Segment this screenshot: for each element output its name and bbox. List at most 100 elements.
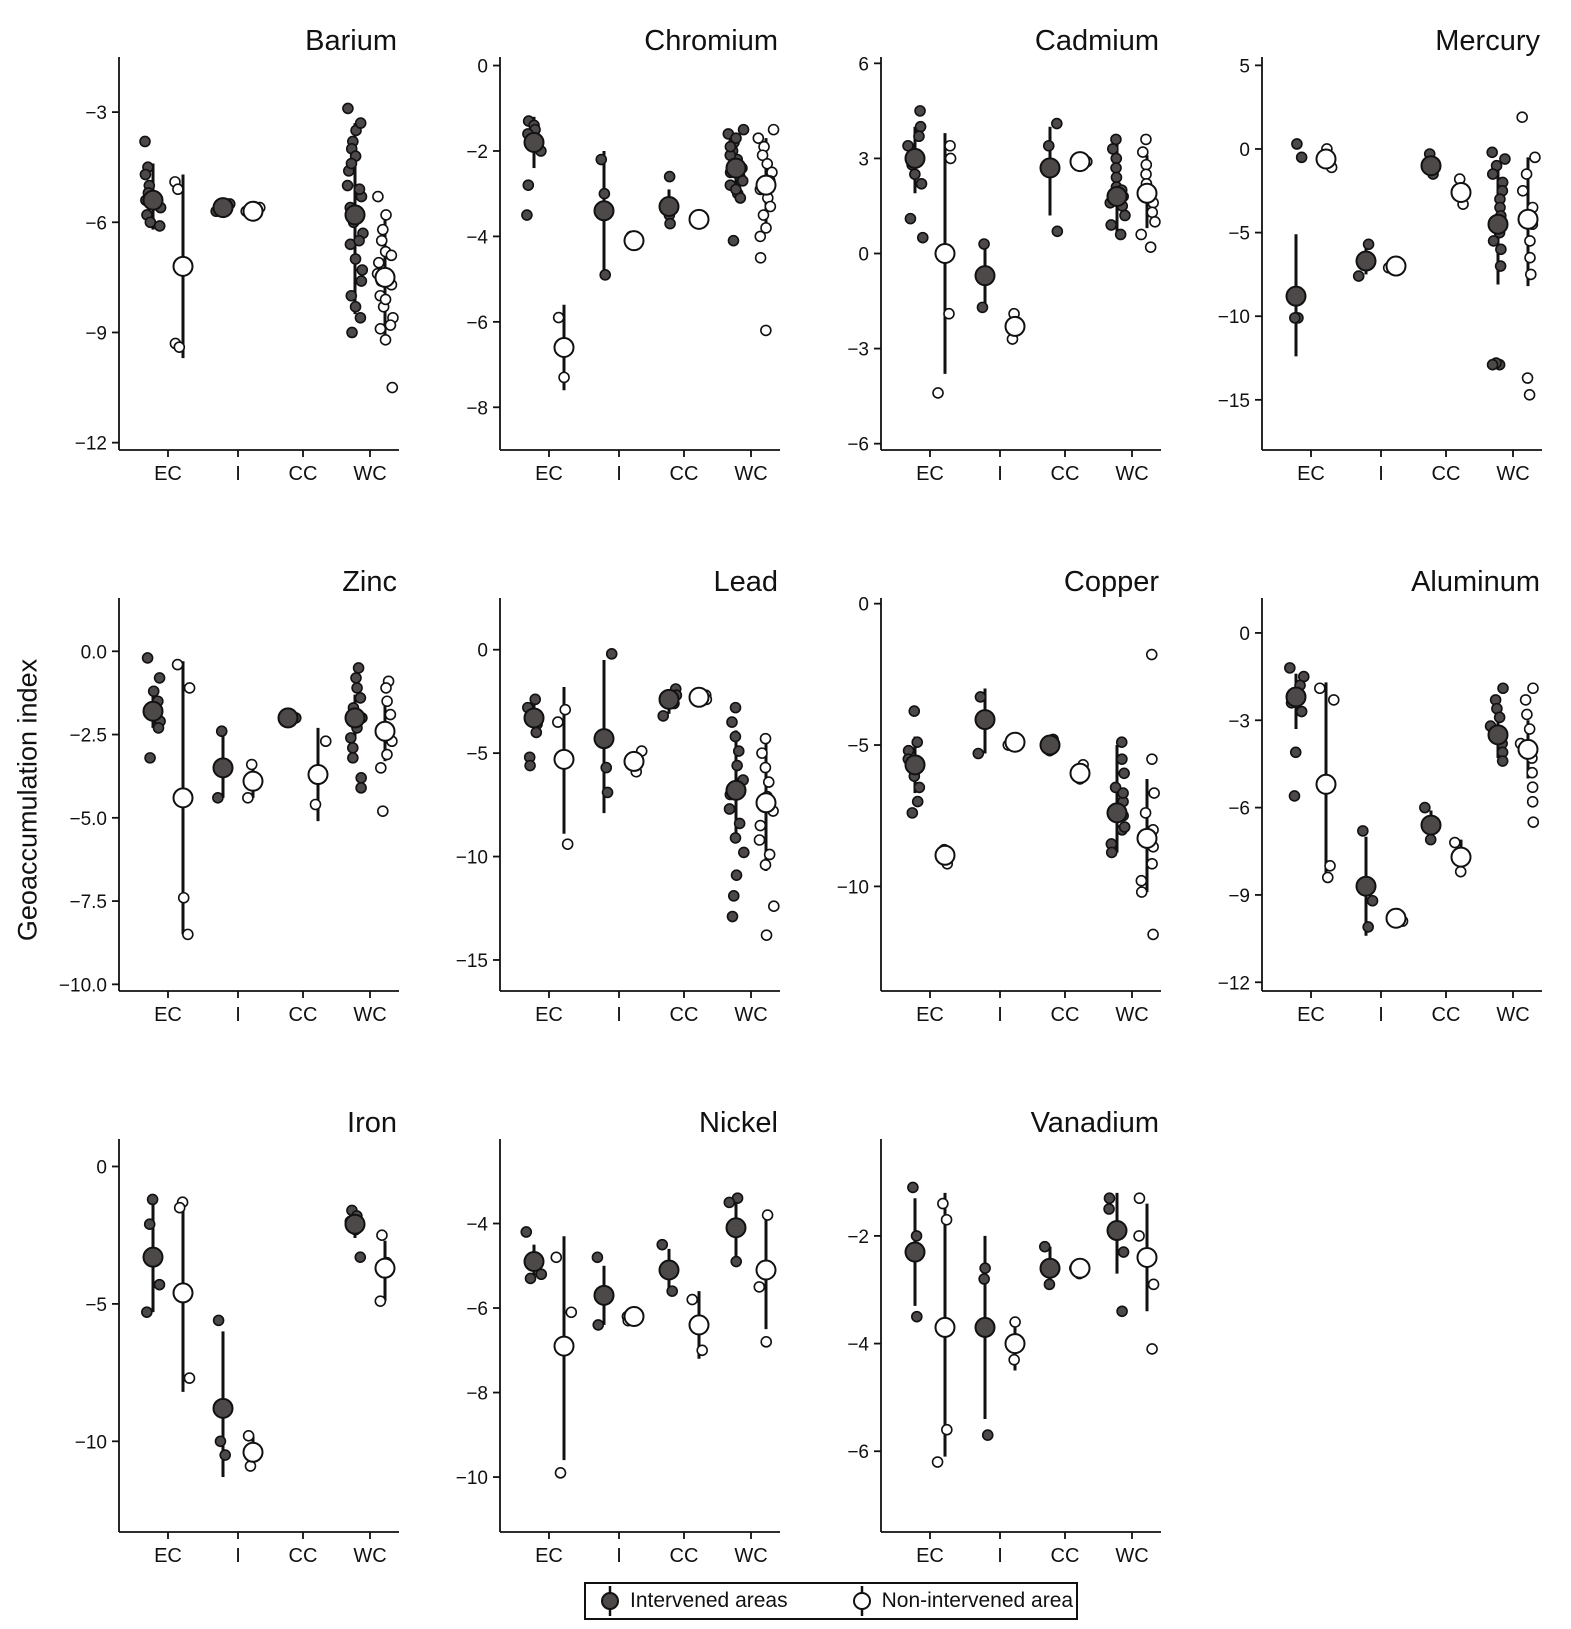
intervened-mean-i xyxy=(212,197,234,219)
x-tick-label: EC xyxy=(154,1545,182,1567)
panel-title: Zinc xyxy=(342,566,397,598)
intervened-mean-ec xyxy=(142,1246,164,1268)
x-tick-label: I xyxy=(616,1545,622,1567)
legend-item-intervened: Intervened areas xyxy=(598,1584,788,1618)
y-tick-label: −2.5 xyxy=(69,726,107,747)
intervened-point xyxy=(664,217,676,230)
panel-vanadium: Vanadium −2 −4 −6 EC I CC WC xyxy=(847,1107,1161,1567)
intervened-point xyxy=(144,216,157,229)
intervened-point xyxy=(352,662,365,674)
intervened-point xyxy=(916,231,929,244)
intervened-mean-i xyxy=(212,757,234,779)
intervened-mean-cc xyxy=(277,707,299,729)
non-intervened-point xyxy=(768,900,780,912)
non-intervened-point xyxy=(1321,871,1334,884)
intervened-point xyxy=(354,117,367,129)
non-intervened-point xyxy=(754,251,767,264)
non-intervened-point xyxy=(1140,158,1153,171)
non-intervened-point xyxy=(760,929,773,941)
y-tick-label: −10.0 xyxy=(59,975,107,996)
intervened-point xyxy=(146,1193,159,1206)
non-intervened-mean-i xyxy=(1004,315,1026,337)
intervened-point xyxy=(600,761,613,774)
intervened-mean-wc xyxy=(725,157,747,179)
panel-title: Cadmium xyxy=(1035,25,1159,57)
non-intervened-point xyxy=(319,735,332,748)
non-intervened-point xyxy=(762,776,775,788)
non-intervened-mean-i xyxy=(242,1441,264,1463)
non-intervened-mean-i xyxy=(1385,907,1407,929)
intervened-point xyxy=(978,1273,990,1285)
non-intervened-point xyxy=(1449,836,1461,849)
intervened-mean-wc xyxy=(1487,724,1509,746)
panel-title: Chromium xyxy=(644,25,778,57)
non-intervened-point xyxy=(380,209,392,221)
x-tick-label: CC xyxy=(1432,463,1461,485)
intervened-point xyxy=(147,685,160,698)
intervened-point xyxy=(345,157,358,170)
intervened-point xyxy=(726,910,739,923)
non-intervened-mean-cc xyxy=(307,764,329,786)
non-intervened-mean-i xyxy=(1004,1333,1026,1355)
intervened-point xyxy=(535,1268,548,1281)
intervened-point xyxy=(1486,358,1499,371)
non-intervened-mean-wc xyxy=(755,792,777,814)
non-intervened-point xyxy=(1147,928,1159,941)
intervened-point xyxy=(355,275,368,287)
legend-marker-intervened xyxy=(601,1586,619,1616)
non-intervened-point xyxy=(1146,1343,1158,1355)
non-intervened-point xyxy=(559,703,572,716)
y-tick-label: −15 xyxy=(456,951,488,972)
intervened-mean-cc xyxy=(658,1259,680,1281)
y-tick-label: −7.5 xyxy=(69,892,107,913)
x-tick-label: EC xyxy=(535,1545,563,1567)
intervened-point xyxy=(591,1251,604,1264)
non-intervened-point xyxy=(242,1430,255,1442)
intervened-point xyxy=(141,1306,153,1318)
intervened-mean-cc xyxy=(1039,1257,1061,1279)
non-intervened-point xyxy=(379,293,392,306)
y-axis-label: Geoaccumulation index xyxy=(12,658,43,942)
intervened-point xyxy=(724,140,737,153)
intervened-point xyxy=(1419,801,1431,814)
non-intervened-point xyxy=(1526,781,1539,794)
intervened-point xyxy=(657,710,670,722)
y-tick-label: −5 xyxy=(847,736,869,757)
y-tick-label: −3 xyxy=(1228,711,1250,732)
intervened-point xyxy=(1362,921,1374,933)
non-intervened-point xyxy=(940,1213,953,1226)
intervened-point xyxy=(152,722,165,734)
intervened-point xyxy=(1352,270,1365,282)
intervened-point xyxy=(1487,235,1500,247)
intervened-point xyxy=(605,648,618,660)
intervened-point xyxy=(599,269,611,281)
non-intervened-mean-wc xyxy=(1517,738,1539,760)
intervened-point xyxy=(1362,238,1375,251)
intervened-mean-cc xyxy=(1039,157,1061,179)
non-intervened-point xyxy=(1529,151,1541,164)
non-intervened-point xyxy=(759,761,772,774)
intervened-point xyxy=(1424,833,1437,846)
intervened-point xyxy=(729,730,742,743)
intervened-point xyxy=(731,759,743,772)
intervened-point xyxy=(981,1429,994,1441)
non-intervened-point xyxy=(1520,168,1533,180)
intervened-point xyxy=(1110,162,1122,174)
intervened-point xyxy=(974,691,987,703)
non-intervened-point xyxy=(242,792,254,804)
non-intervened-point xyxy=(384,319,397,331)
panel-barium: Barium −3 −6 −9 −12 EC I CC WC xyxy=(75,25,399,485)
intervened-point xyxy=(1042,139,1055,152)
y-tick-label: −6 xyxy=(847,435,869,456)
x-tick-label: CC xyxy=(289,463,318,485)
intervened-point xyxy=(524,759,536,772)
y-tick-label: 0 xyxy=(477,641,488,662)
intervened-point xyxy=(355,772,367,784)
intervened-point xyxy=(1494,260,1507,272)
intervened-point xyxy=(530,726,543,739)
non-intervened-mean-wc xyxy=(1136,1246,1158,1268)
non-intervened-mean-i xyxy=(1004,731,1026,753)
non-intervened-point xyxy=(1525,268,1537,281)
legend-marker-non-intervened xyxy=(852,1586,871,1616)
intervened-mean-i xyxy=(974,709,996,731)
